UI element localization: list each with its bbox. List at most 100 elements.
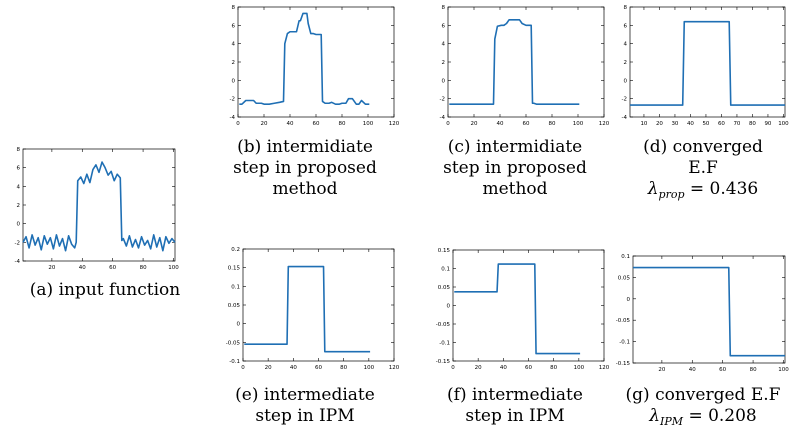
y-tick-label-b-4: 4 xyxy=(232,42,236,48)
y-tick-label-c-5: 6 xyxy=(442,23,446,29)
chart-b: 0 20 40 60 80 100 120 -4 -2 0 2 4 6 8 xyxy=(230,5,400,127)
x-tick-label-b-5: 100 xyxy=(363,121,374,127)
x-tick-label-g-3: 80 xyxy=(750,367,757,373)
y-tick-label-b-3: 2 xyxy=(232,60,236,66)
y-tick-label-d-6: 8 xyxy=(624,5,628,11)
y-tick-label-a-5: 6 xyxy=(17,166,21,172)
y-tick-label-f-3: 0 xyxy=(447,304,451,310)
caption-f-line-0: (f) intermediate xyxy=(447,385,583,405)
y-tick-label-c-0: -4 xyxy=(440,115,446,121)
caption-d-lambda: λprop = 0.436 xyxy=(647,179,759,201)
x-tick-label-a-3: 80 xyxy=(140,265,147,271)
panel-f: 0 20 40 60 80 100 120 -0.15 -0.1 -0.05 0 0.05 0.1 0.1… xyxy=(420,240,610,440)
caption-b-line-2: method xyxy=(272,179,338,199)
x-tick-label-f-5: 100 xyxy=(574,365,585,371)
x-tick-label-g-4: 100 xyxy=(778,367,789,373)
y-tick-label-a-1: -2 xyxy=(15,240,20,246)
x-tick-label-f-0: 0 xyxy=(451,365,455,371)
x-tick-label-c-1: 20 xyxy=(471,121,478,127)
chart-c: 0 20 40 60 80 100 120 -4 -2 0 2 4 6 8 xyxy=(440,5,610,127)
y-tick-label-d-1: -2 xyxy=(622,97,627,103)
y-tick-label-b-6: 8 xyxy=(232,5,236,11)
x-tick-label-e-1: 20 xyxy=(265,365,272,371)
caption-f-line-1: step in IPM xyxy=(465,406,565,426)
y-tick-label-e-0: -0.1 xyxy=(229,359,240,365)
caption-a-line-0: (a) input function xyxy=(29,280,181,300)
x-tick-label-d-3: 40 xyxy=(687,121,694,127)
y-tick-label-f-6: 0.15 xyxy=(438,248,451,254)
x-tick-label-g-0: 20 xyxy=(658,367,665,373)
y-tick-label-f-2: -0.05 xyxy=(436,322,451,328)
panel-e: 0 20 40 60 80 100 120 -0.1 -0.05 0 0.05 0.1 0.15 0.2 … xyxy=(210,240,400,440)
x-tick-label-e-0: 0 xyxy=(241,365,245,371)
caption-d-line-0: (d) converged xyxy=(643,137,763,157)
caption-g: (g) converged E.F λIPM = 0.208 xyxy=(610,385,796,432)
y-tick-label-a-6: 8 xyxy=(17,147,21,153)
chart-d: 10 20 30 40 50 60 70 80 90 100 -4 -2 0 2 4 6 8 xyxy=(622,5,790,127)
x-tick-label-b-6: 120 xyxy=(389,121,400,127)
x-tick-label-g-1: 40 xyxy=(689,367,696,373)
chart-f: 0 20 40 60 80 100 120 -0.15 -0.1 -0.05 0 0.05 0.1 0.1… xyxy=(436,248,610,371)
y-tick-label-g-2: -0.05 xyxy=(616,318,631,324)
y-tick-label-e-4: 0.1 xyxy=(231,284,240,290)
caption-b-line-1: step in proposed xyxy=(233,158,377,178)
y-tick-label-g-3: 0 xyxy=(627,297,631,303)
y-tick-label-f-1: -0.1 xyxy=(439,341,450,347)
panel-d: 10 20 30 40 50 60 70 80 90 100 -4 -2 0 2 4 6 8 (d) conve… xyxy=(610,0,796,220)
y-tick-label-g-4: 0.05 xyxy=(618,275,631,281)
x-tick-label-d-8: 90 xyxy=(764,121,771,127)
y-tick-label-a-2: 0 xyxy=(17,222,21,228)
x-tick-label-d-0: 10 xyxy=(640,121,647,127)
plot-frame-b xyxy=(237,6,395,118)
y-tick-label-g-0: -0.15 xyxy=(616,361,631,367)
y-tick-label-a-4: 4 xyxy=(17,184,21,190)
y-tick-label-e-2: 0 xyxy=(237,322,241,328)
y-tick-label-e-1: -0.05 xyxy=(226,340,241,346)
x-tick-label-e-3: 60 xyxy=(315,365,322,371)
y-tick-label-a-3: 2 xyxy=(17,203,21,209)
x-tick-label-d-7: 80 xyxy=(749,121,756,127)
chart-e: 0 20 40 60 80 100 120 -0.1 -0.05 0 0.05 0.1 0.15 0.2 xyxy=(226,247,400,371)
x-tick-label-a-4: 100 xyxy=(168,265,179,271)
y-tick-label-d-4: 4 xyxy=(624,42,628,48)
x-tick-label-f-1: 20 xyxy=(475,365,482,371)
series-line-d xyxy=(630,20,785,106)
y-tick-label-f-0: -0.15 xyxy=(436,359,451,365)
x-tick-label-d-6: 70 xyxy=(733,121,740,127)
x-tick-label-b-3: 60 xyxy=(313,121,320,127)
x-tick-label-c-6: 120 xyxy=(599,121,610,127)
x-tick-label-d-2: 30 xyxy=(671,121,678,127)
x-tick-label-f-2: 40 xyxy=(500,365,507,371)
y-tick-label-d-2: 0 xyxy=(624,78,628,84)
panel-c: 0 20 40 60 80 100 120 -4 -2 0 2 4 6 8 (c) intermidiat… xyxy=(420,0,610,220)
x-tick-label-d-5: 60 xyxy=(718,121,725,127)
x-tick-label-f-6: 120 xyxy=(599,365,610,371)
x-tick-label-b-1: 20 xyxy=(261,121,268,127)
y-tick-label-b-5: 6 xyxy=(232,23,236,29)
y-tick-label-c-6: 8 xyxy=(442,5,446,11)
chart-a: 20 40 60 80 100 -4 -2 0 2 4 6 8 xyxy=(15,147,180,271)
caption-g-line-0: (g) converged E.F xyxy=(625,385,781,405)
caption-f: (f) intermediate step in IPM xyxy=(420,385,610,427)
y-tick-label-b-1: -2 xyxy=(230,97,235,103)
caption-d-lambda-value: = 0.436 xyxy=(689,179,759,199)
y-tick-label-g-1: -0.1 xyxy=(619,340,630,346)
panel-b: 0 20 40 60 80 100 120 -4 -2 0 2 4 6 8 (b) intermidiat… xyxy=(210,0,400,220)
x-tick-label-f-3: 60 xyxy=(525,365,532,371)
y-tick-label-b-2: 0 xyxy=(232,78,236,84)
series-line-c xyxy=(449,19,580,105)
plot-frame-c xyxy=(447,6,605,118)
y-tick-label-f-5: 0.1 xyxy=(441,267,450,273)
y-tick-label-g-5: 0.1 xyxy=(621,254,630,260)
x-tick-label-a-1: 40 xyxy=(79,265,86,271)
x-tick-label-c-5: 100 xyxy=(573,121,584,127)
caption-c-line-0: (c) intermidiate xyxy=(447,137,583,157)
series-line-f xyxy=(454,263,581,355)
y-tick-label-e-6: 0.2 xyxy=(231,247,240,253)
caption-g-lambda: λIPM = 0.208 xyxy=(649,406,757,428)
plot-frame-f xyxy=(452,249,605,362)
x-tick-label-d-4: 50 xyxy=(702,121,709,127)
x-tick-label-f-4: 80 xyxy=(550,365,557,371)
series-line-a xyxy=(22,161,176,252)
x-tick-label-b-0: 0 xyxy=(236,121,240,127)
